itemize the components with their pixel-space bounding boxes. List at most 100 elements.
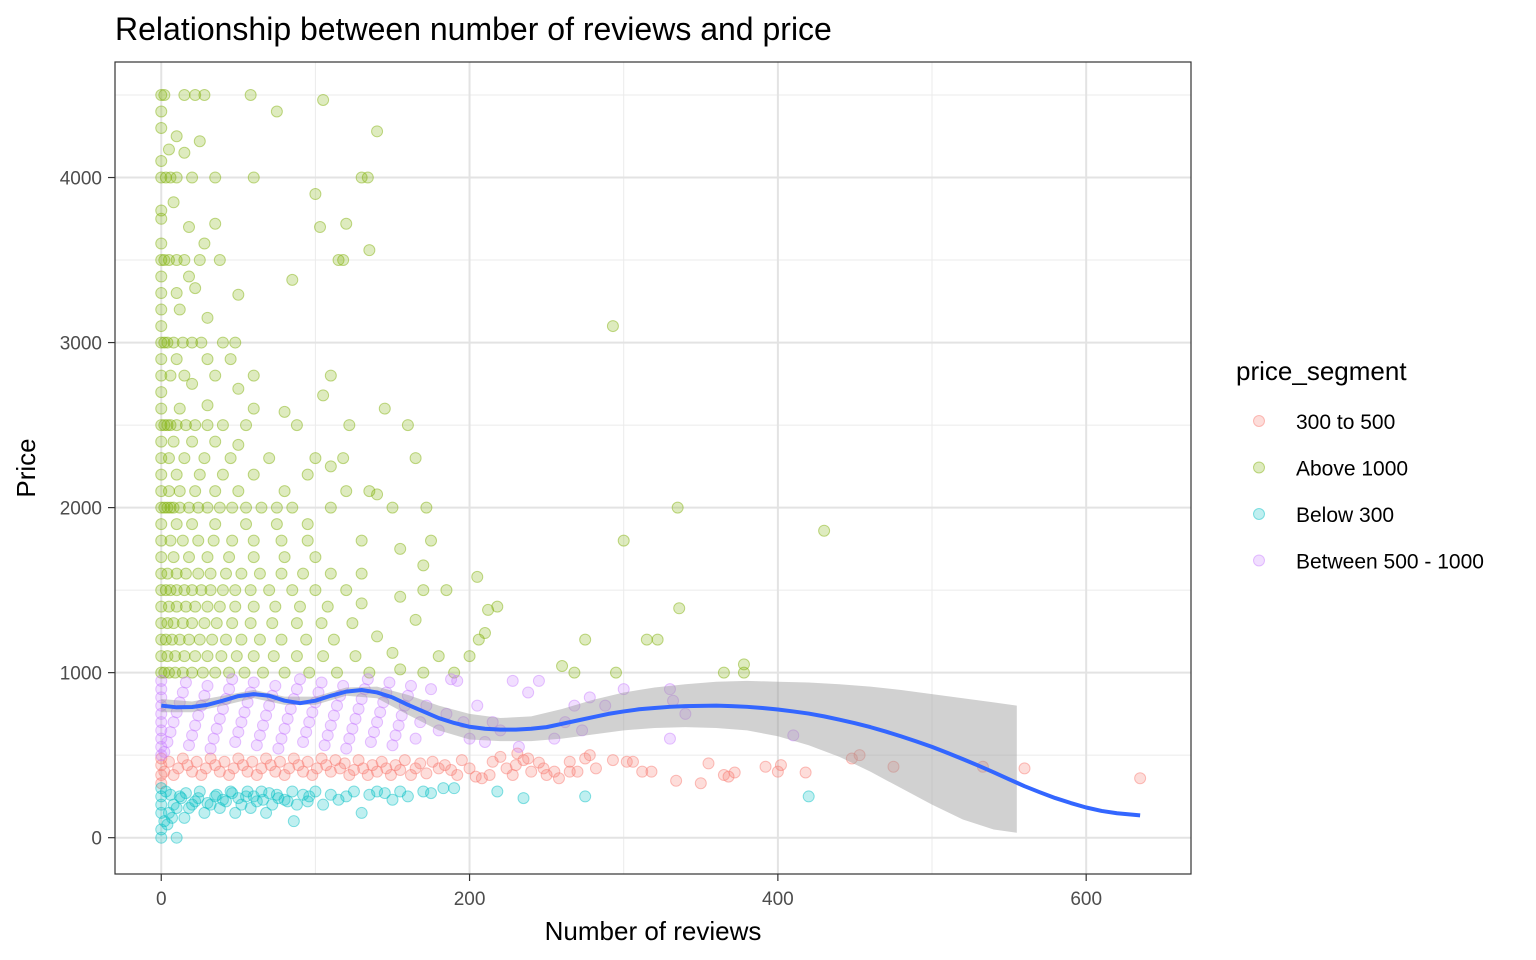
y-tick-label: 3000 xyxy=(60,334,102,355)
data-point xyxy=(301,518,314,531)
data-point xyxy=(278,551,291,564)
data-point xyxy=(176,534,189,547)
data-point xyxy=(158,419,171,432)
data-point xyxy=(155,336,168,349)
data-point xyxy=(169,650,182,663)
plot-panel xyxy=(114,61,1192,875)
data-point xyxy=(176,686,189,699)
data-point xyxy=(226,534,239,547)
data-point xyxy=(568,666,581,679)
data-point xyxy=(401,790,414,803)
data-point xyxy=(332,793,345,806)
data-point xyxy=(229,735,242,748)
data-point xyxy=(371,765,384,778)
data-point xyxy=(409,613,422,626)
data-point xyxy=(290,798,303,811)
data-point xyxy=(451,768,464,781)
data-point xyxy=(286,273,299,286)
data-point xyxy=(253,729,266,742)
data-point xyxy=(247,650,260,663)
data-point xyxy=(198,237,211,250)
data-point xyxy=(209,171,222,184)
data-point xyxy=(361,171,374,184)
data-point xyxy=(167,196,180,209)
data-point xyxy=(190,755,203,768)
data-point xyxy=(241,785,254,798)
data-point xyxy=(287,815,300,828)
x-axis-title: Number of reviews xyxy=(545,916,762,946)
data-point xyxy=(155,782,168,795)
data-point xyxy=(728,766,741,779)
data-point xyxy=(170,287,183,300)
data-point xyxy=(235,716,248,729)
data-point xyxy=(250,795,263,808)
data-point xyxy=(176,336,189,349)
data-point xyxy=(306,706,319,719)
data-point xyxy=(491,600,504,613)
data-point xyxy=(173,501,186,514)
data-point xyxy=(155,89,168,102)
data-point xyxy=(155,353,168,366)
legend-label: Above 1000 xyxy=(1296,458,1408,481)
data-point xyxy=(255,501,268,514)
data-point xyxy=(186,584,199,597)
data-point xyxy=(186,336,199,349)
data-point xyxy=(155,831,168,844)
data-point xyxy=(438,759,451,772)
data-point xyxy=(463,762,476,775)
data-point xyxy=(290,617,303,630)
data-point xyxy=(389,729,402,742)
data-point xyxy=(548,732,561,745)
data-point xyxy=(317,93,330,106)
data-point xyxy=(223,768,236,781)
data-point xyxy=(206,633,219,646)
data-point xyxy=(346,722,359,735)
data-point xyxy=(170,254,183,267)
data-point xyxy=(255,785,268,798)
legend: price_segment 300 to 500 Above 1000 Below … xyxy=(1236,356,1484,574)
data-point xyxy=(414,716,427,729)
data-point xyxy=(340,742,353,755)
data-point xyxy=(478,735,491,748)
data-point xyxy=(227,762,240,775)
data-point xyxy=(247,534,260,547)
data-point xyxy=(774,759,787,772)
data-point xyxy=(448,782,461,795)
data-point xyxy=(162,600,175,613)
legend-label: Below 300 xyxy=(1296,504,1394,527)
data-point xyxy=(389,759,402,772)
data-point xyxy=(247,171,260,184)
data-point xyxy=(352,702,365,715)
data-point xyxy=(244,801,257,814)
data-point xyxy=(386,793,399,806)
data-point xyxy=(482,603,495,616)
data-point xyxy=(287,752,300,765)
smooth-trend-line xyxy=(161,687,1141,818)
data-point xyxy=(330,699,343,712)
data-point xyxy=(175,792,188,805)
data-point xyxy=(617,534,630,547)
data-point xyxy=(469,770,482,783)
data-point xyxy=(155,468,168,481)
data-point xyxy=(273,755,286,768)
data-point xyxy=(315,617,328,630)
data-point xyxy=(195,336,208,349)
data-point xyxy=(384,768,397,781)
data-point xyxy=(155,674,168,687)
data-point xyxy=(1018,762,1031,775)
data-point xyxy=(471,699,484,712)
data-point xyxy=(201,551,214,564)
data-point xyxy=(787,729,800,742)
data-point xyxy=(278,405,291,418)
data-point xyxy=(583,691,596,704)
data-point xyxy=(278,485,291,498)
data-point xyxy=(216,468,229,481)
data-point xyxy=(303,790,316,803)
data-point xyxy=(483,768,496,781)
data-point xyxy=(278,793,291,806)
data-point xyxy=(158,815,171,828)
data-point xyxy=(182,633,195,646)
data-point xyxy=(314,221,327,234)
data-point xyxy=(155,806,168,819)
